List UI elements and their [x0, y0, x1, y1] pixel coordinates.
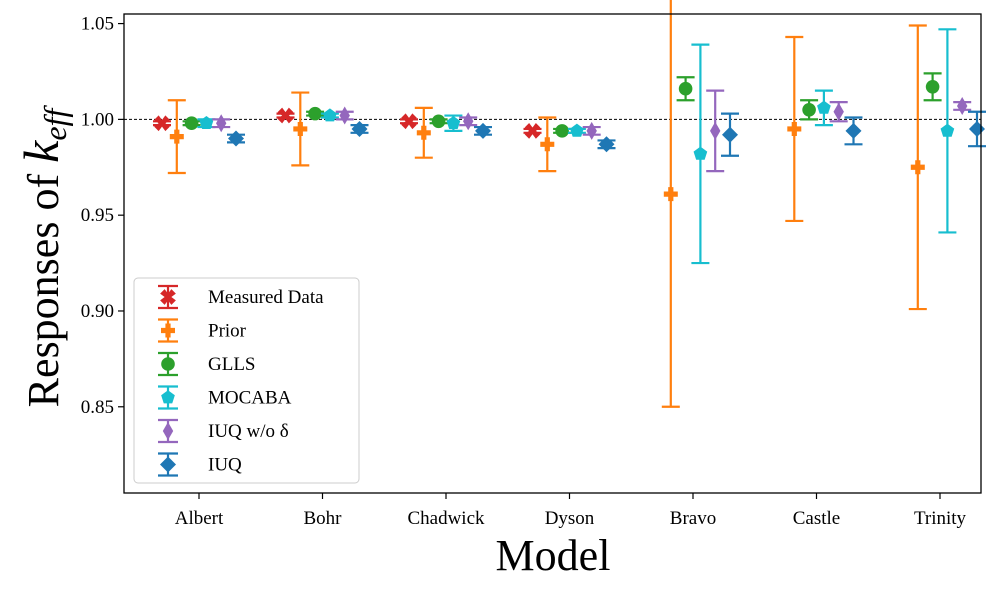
data-point — [678, 81, 693, 96]
data-point — [154, 115, 170, 132]
data-point — [969, 120, 985, 137]
plot-frame — [123, 13, 982, 494]
legend-marker — [160, 456, 176, 473]
y-axis-title-symbol: k — [13, 140, 69, 163]
data-point — [463, 112, 474, 131]
data-point — [351, 120, 368, 137]
data-point — [446, 116, 461, 130]
x-tick-label: Dyson — [545, 508, 595, 529]
data-point — [693, 146, 708, 160]
series-iuq-w-o — [212, 89, 972, 173]
data-point — [555, 124, 569, 138]
legend-box — [133, 277, 360, 484]
legend-entry-mocaba: MOCABA — [158, 385, 292, 410]
legend-entry-glls: GLLS — [158, 351, 256, 377]
y-axis-title-prefix: Responses of — [19, 163, 68, 407]
data-point — [293, 121, 308, 136]
chart-axes: 0.85 0.90 0.95 1.00 1.05 Albert Bohr Chadwick Dy… — [81, 13, 982, 529]
data-point — [308, 106, 322, 121]
data-point — [787, 121, 802, 136]
data-point — [216, 114, 227, 133]
y-tick-label: 0.85 — [81, 397, 114, 418]
legend-entry-measured-data: Measured Data — [158, 284, 324, 310]
data-point — [339, 106, 350, 125]
data-point — [845, 122, 862, 139]
legend-label: GLLS — [208, 354, 256, 375]
data-point — [323, 108, 337, 122]
data-point — [416, 125, 431, 140]
data-point — [833, 102, 844, 121]
legend-entry-iuq-w-o: IUQ w/o δ — [158, 418, 289, 444]
x-tick-label: Trinity — [914, 508, 967, 529]
x-tick-label: Bohr — [304, 508, 343, 529]
legend-label: IUQ w/o δ — [208, 421, 289, 442]
data-point — [431, 114, 446, 129]
legend-marker — [161, 357, 175, 371]
data-point — [524, 123, 541, 139]
series-glls — [182, 72, 942, 138]
series-prior — [167, 0, 927, 408]
legend-label: Prior — [208, 321, 247, 342]
data-point — [957, 96, 968, 115]
series-measured-data — [153, 107, 542, 139]
data-point — [925, 80, 940, 94]
data-point — [586, 121, 597, 140]
legend-label: Measured Data — [208, 287, 324, 308]
legend-marker — [160, 289, 176, 305]
data-point — [940, 123, 955, 137]
legend-entry-iuq: IUQ — [158, 452, 242, 477]
series-mocaba — [197, 28, 957, 265]
data-point — [199, 116, 214, 130]
data-point — [540, 137, 555, 152]
data-point — [722, 126, 738, 143]
y-tick-label: 0.90 — [81, 301, 114, 322]
x-axis-title: Model — [496, 531, 611, 580]
x-tick-label: Castle — [793, 508, 841, 529]
data-point — [184, 116, 199, 131]
data-point — [663, 187, 678, 202]
y-axis-title-subscript: eff — [37, 105, 73, 141]
legend-marker — [162, 422, 174, 440]
chart-marks — [124, 0, 986, 408]
data-point — [817, 100, 831, 114]
data-point — [598, 136, 615, 153]
y-axis-title: Responses of keff — [13, 105, 73, 408]
data-point — [277, 107, 294, 124]
data-point — [169, 129, 184, 144]
x-tick-label: Bravo — [670, 508, 716, 529]
data-point — [802, 103, 816, 117]
y-tick-label: 1.00 — [81, 109, 114, 130]
legend-label: IUQ — [208, 455, 242, 476]
chart-legend: Measured Data Prior GLLS MOCABA IUQ w/o δ IUQ — [133, 277, 360, 484]
data-point — [570, 123, 584, 137]
legend-label: MOCABA — [208, 388, 292, 409]
x-tick-label: Albert — [175, 508, 224, 529]
data-point — [910, 160, 925, 175]
data-point — [475, 122, 491, 139]
data-point — [710, 121, 721, 140]
data-point — [228, 130, 244, 147]
x-tick-label: Chadwick — [407, 508, 485, 529]
series-iuq — [227, 110, 986, 157]
legend-entry-prior: Prior — [158, 318, 247, 343]
legend-marker — [161, 323, 175, 338]
data-point — [401, 113, 417, 130]
legend-marker — [161, 390, 175, 404]
y-tick-label: 1.05 — [81, 14, 114, 35]
y-tick-label: 0.95 — [81, 205, 114, 226]
